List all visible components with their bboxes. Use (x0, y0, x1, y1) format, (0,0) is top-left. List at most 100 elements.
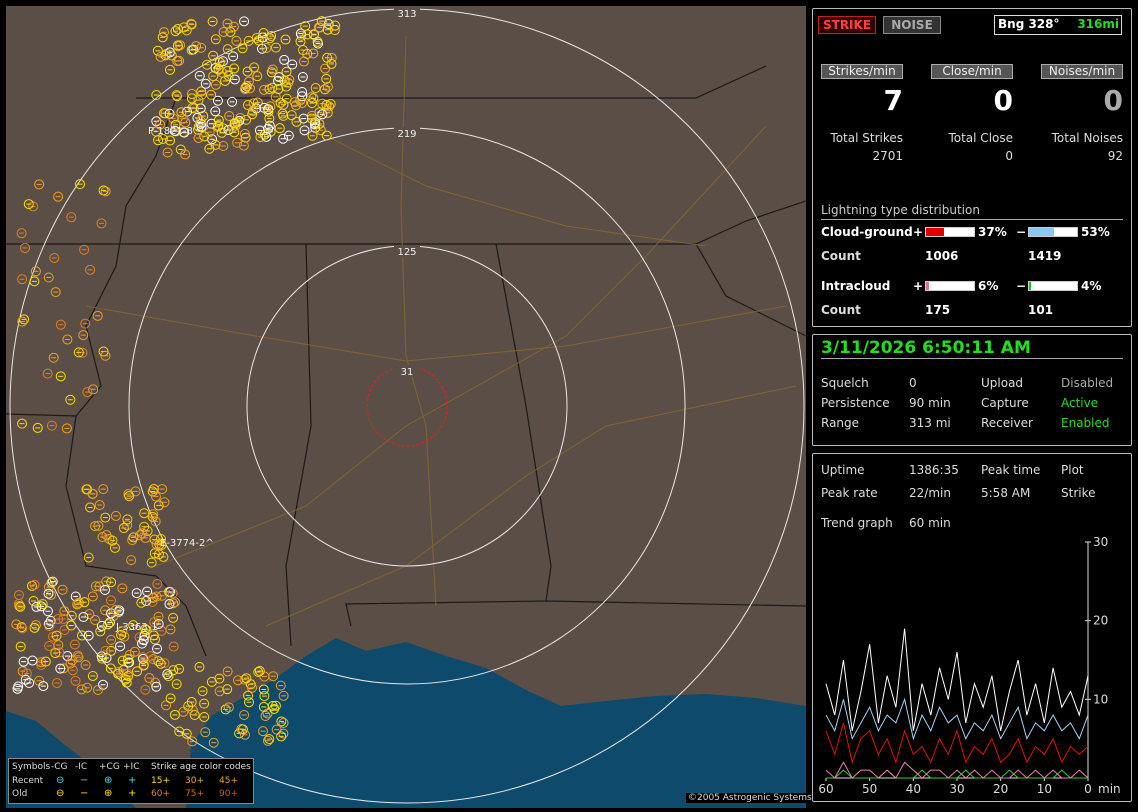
strike-symbol (29, 579, 40, 590)
strike-symbol (229, 74, 240, 85)
strike-symbol (158, 108, 169, 119)
strike-symbol (223, 70, 234, 81)
strike-symbol (278, 690, 289, 701)
gulf-water (186, 638, 806, 808)
percent-bar-track (925, 227, 975, 237)
strike-symbol (23, 199, 34, 210)
total-label: Total Close (948, 131, 1013, 145)
strike-button[interactable]: STRIKE (818, 16, 876, 34)
strike-symbol (218, 26, 229, 37)
strike-symbol (168, 641, 179, 652)
sign: + (913, 225, 924, 239)
total-label: Total Noises (1051, 131, 1123, 145)
strike-symbol (222, 666, 233, 677)
counter-panel (812, 8, 1132, 327)
strike-symbol (84, 609, 95, 620)
strike-symbol (46, 420, 57, 431)
strike-symbol (259, 84, 270, 95)
strike-symbol (148, 483, 159, 494)
strike-symbol (45, 615, 56, 626)
strike-symbol (297, 91, 308, 102)
strike-symbol (283, 77, 294, 88)
strike-symbol (118, 523, 129, 534)
strike-symbol (51, 630, 62, 641)
strike-symbol (117, 655, 128, 666)
strike-symbol (148, 654, 159, 665)
strike-symbol (196, 86, 207, 97)
strike-symbol (259, 671, 270, 682)
strike-symbol (239, 709, 250, 720)
strike-symbol (70, 591, 81, 602)
status-panel (812, 334, 1132, 446)
strike-symbol (12, 683, 23, 694)
setting-cell: Persistence (821, 396, 890, 410)
strike-symbol (98, 185, 109, 196)
legend-age: 90+ (219, 789, 238, 799)
strike-symbol (241, 81, 252, 92)
strike-symbol (72, 598, 83, 609)
strike-symbol (237, 724, 248, 735)
strike-symbol (193, 133, 204, 144)
strike-symbol (174, 726, 185, 737)
strike-symbol (258, 684, 269, 695)
strike-symbol (243, 690, 254, 701)
strike-symbol (270, 700, 281, 711)
strike-symbol (206, 676, 217, 687)
strike-symbol (59, 624, 70, 635)
strike-symbol (20, 674, 31, 685)
range-label-bg (394, 365, 420, 377)
count-label: Count (821, 249, 861, 263)
total-label: Total Strikes (830, 131, 903, 145)
strike-symbol (159, 658, 170, 669)
strike-symbol (239, 128, 250, 139)
strike-symbol (299, 125, 310, 136)
strike-symbol (100, 605, 111, 616)
strike-symbol (248, 98, 259, 109)
strike-symbol (88, 384, 99, 395)
percent-bar (926, 282, 929, 290)
strike-symbol (138, 653, 149, 664)
strike-symbol (87, 670, 98, 681)
strike-symbol (232, 137, 243, 148)
strike-symbol (167, 588, 178, 599)
rate-value: 7 (883, 84, 903, 117)
strike-symbol (70, 675, 81, 686)
strike-symbol (110, 605, 121, 616)
stat-cell: Peak time (981, 463, 1041, 477)
setting-cell: 313 mi (909, 416, 951, 430)
setting-cell: Upload (981, 376, 1024, 390)
stat-cell: 1386:35 (909, 463, 959, 477)
strike-symbol (80, 660, 91, 671)
strike-symbol (214, 686, 225, 697)
count-value: 1006 (925, 249, 959, 263)
strike-symbol (168, 612, 179, 623)
strike-symbol (316, 16, 327, 27)
strike-symbol (174, 663, 185, 674)
strike-symbol (276, 716, 287, 727)
strike-symbol (100, 584, 111, 595)
strike-symbol (172, 56, 183, 67)
strike-symbol (53, 191, 64, 202)
strike-symbol (295, 28, 306, 39)
strike-symbol (180, 149, 191, 160)
strike-symbol (244, 83, 255, 94)
sign: − (1016, 279, 1027, 293)
strike-symbol (153, 656, 164, 667)
bearing: Bng 328° (998, 17, 1060, 31)
setting-cell: Range (821, 416, 860, 430)
count-value: 1419 (1028, 249, 1062, 263)
strike-symbol (210, 106, 221, 117)
strike-symbol (79, 244, 90, 255)
strike-symbol (240, 84, 251, 95)
strike-symbol (204, 127, 215, 138)
legend-age: 45+ (219, 776, 238, 786)
strike-symbol (228, 51, 239, 62)
noise-button[interactable]: NOISE (883, 16, 941, 34)
stat-cell: 5:58 AM (981, 486, 1031, 500)
strike-symbol (138, 660, 149, 671)
strike-symbol (240, 132, 251, 143)
strike-symbol (30, 620, 41, 631)
total-value: 2701 (872, 149, 903, 163)
strike-symbol (32, 422, 43, 433)
